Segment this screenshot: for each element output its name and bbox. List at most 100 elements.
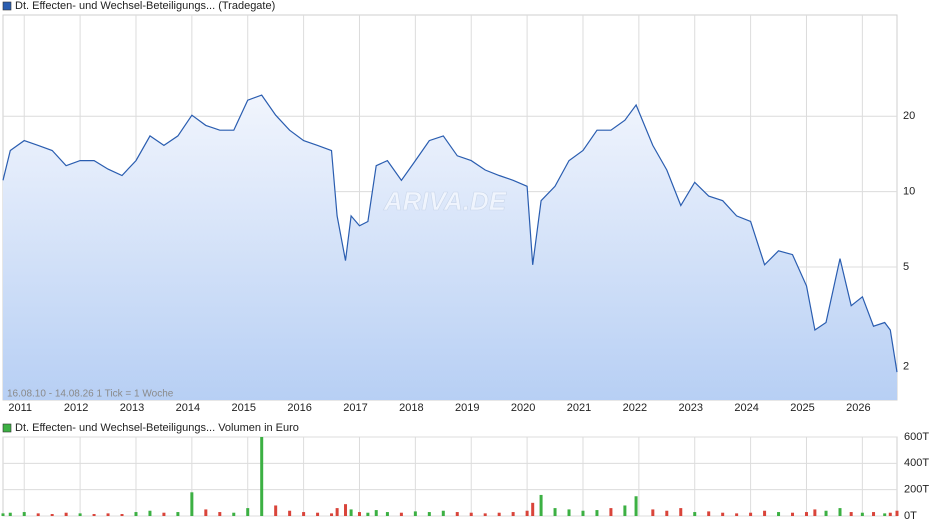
plot-area <box>2 436 898 517</box>
volume-bar <box>511 512 515 516</box>
volume-bar <box>8 512 12 516</box>
volume-bar <box>274 505 278 516</box>
volume-bar <box>888 512 892 516</box>
volume-bar <box>427 512 431 516</box>
y-tick-label: 400T <box>904 457 929 469</box>
x-tick-label: 2018 <box>399 402 423 414</box>
volume-bar <box>553 508 557 516</box>
x-tick-label: 2011 <box>8 402 32 414</box>
volume-bar <box>525 510 529 516</box>
y-tick-label: 10 <box>903 186 915 198</box>
volume-bar <box>735 513 739 516</box>
volume-bar <box>895 510 899 516</box>
volume-bar <box>64 512 68 516</box>
volume-bar <box>385 512 389 516</box>
volume-bar <box>539 494 543 516</box>
y-tick-label: 20 <box>903 110 915 122</box>
volume-bar <box>260 437 264 516</box>
volume-bar <box>693 512 697 516</box>
x-tick-label: 2020 <box>511 402 535 414</box>
volume-bar <box>78 513 82 516</box>
x-tick-label: 2014 <box>176 402 200 414</box>
volume-bar <box>1 513 5 516</box>
area-fill <box>3 95 897 400</box>
volume-bar <box>36 513 40 516</box>
volume-bar <box>344 504 348 516</box>
volume-bar <box>679 508 683 516</box>
x-tick-label: 2016 <box>287 402 311 414</box>
volume-bar <box>316 512 320 516</box>
footnote: 16.08.10 - 14.08.26 1 Tick = 1 Woche <box>7 389 174 400</box>
x-tick-label: 2023 <box>678 402 702 414</box>
volume-bar <box>302 512 306 516</box>
volume-bar <box>651 509 655 516</box>
volume-bar <box>804 512 808 516</box>
volume-bar <box>531 502 535 516</box>
legend-label: Dt. Effecten- und Wechsel-Beteiligungs..… <box>15 422 299 434</box>
legend-label: Dt. Effecten- und Wechsel-Beteiligungs..… <box>15 0 275 12</box>
y-tick-label: 5 <box>903 261 909 273</box>
volume-bar <box>791 512 795 516</box>
volume-bar <box>399 512 403 516</box>
volume-bar <box>749 512 753 516</box>
volume-bar <box>581 510 585 516</box>
x-tick-label: 2015 <box>231 402 255 414</box>
x-tick-label: 2025 <box>790 402 814 414</box>
volume-bar <box>349 509 353 516</box>
volume-bar <box>413 511 417 516</box>
volume-bar <box>374 510 378 516</box>
volume-bar <box>162 512 166 516</box>
volume-bar <box>777 512 781 516</box>
volume-bar <box>330 513 334 516</box>
watermark: ARIVA.DE <box>383 186 507 216</box>
volume-bar <box>190 492 194 516</box>
volume-bar <box>497 512 501 516</box>
volume-bar <box>849 512 853 516</box>
volume-bar <box>204 509 208 516</box>
price-line <box>2 94 898 373</box>
volume-bar <box>246 508 250 516</box>
volume-bar <box>609 508 613 516</box>
volume-bar <box>134 512 138 516</box>
volume-bar <box>441 510 445 516</box>
x-tick-label: 2024 <box>734 402 758 414</box>
x-tick-label: 2017 <box>343 402 367 414</box>
volume-bar <box>763 510 767 516</box>
volume-bar <box>813 509 817 516</box>
volume-bar <box>623 505 627 516</box>
x-tick-label: 2013 <box>120 402 144 414</box>
volume-bar <box>22 512 26 516</box>
volume-bar <box>335 508 339 516</box>
y-tick-label: 0T <box>904 510 917 522</box>
volume-bar <box>366 512 370 516</box>
volume-bar <box>872 512 876 516</box>
legend-swatch <box>2 423 12 433</box>
volume-bar <box>357 512 361 516</box>
volume-bar <box>232 512 236 516</box>
volume-bar <box>120 514 124 516</box>
volume-bar <box>595 510 599 516</box>
y-tick-label: 600T <box>904 431 929 443</box>
volume-bar <box>483 513 487 516</box>
x-tick-label: 2012 <box>64 402 88 414</box>
x-tick-label: 2019 <box>455 402 479 414</box>
volume-bar <box>148 510 152 516</box>
x-tick-label: 2026 <box>846 402 870 414</box>
volume-bar <box>567 509 571 516</box>
volume-bar <box>634 496 638 516</box>
volume-bar <box>824 510 828 516</box>
volume-bar <box>860 512 864 516</box>
volume-bar <box>106 513 110 516</box>
volume-bar <box>469 512 473 516</box>
y-tick-label: 200T <box>904 484 929 496</box>
volume-bar <box>176 512 180 516</box>
x-tick-label: 2022 <box>623 402 647 414</box>
volume-bar <box>218 512 222 516</box>
volume-bar <box>665 510 669 516</box>
volume-bar <box>883 513 887 516</box>
volume-bar <box>50 514 54 516</box>
y-tick-label: 2 <box>903 360 909 372</box>
volume-bar <box>455 512 459 516</box>
x-tick-label: 2021 <box>567 402 591 414</box>
